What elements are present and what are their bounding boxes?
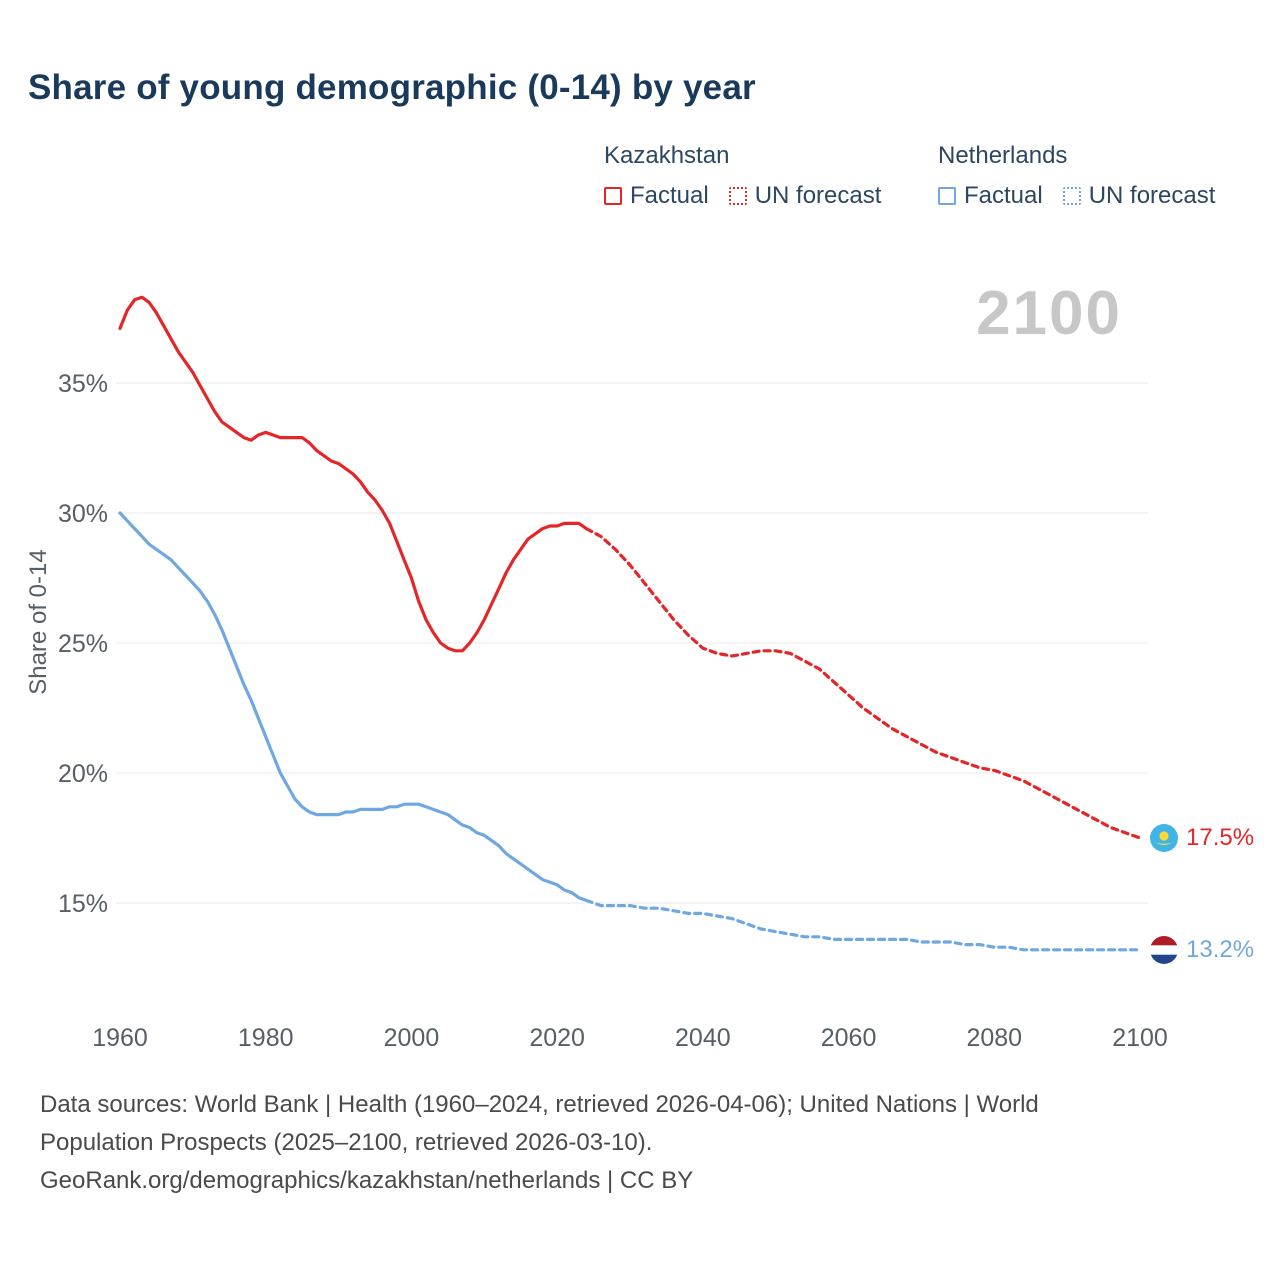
- x-tick-label: 2000: [384, 1024, 440, 1052]
- kazakhstan-factual-swatch-icon: [604, 187, 622, 205]
- legend-items-kazakhstan: Factual UN forecast: [604, 182, 901, 210]
- legend-kazakhstan-forecast-label: UN forecast: [754, 182, 882, 209]
- y-axis-title: Share of 0-14: [25, 549, 52, 694]
- kazakhstan-end-label: 17.5%: [1150, 824, 1254, 852]
- footer-data-sources-line2: Population Prospects (2025–2100, retriev…: [40, 1129, 653, 1156]
- x-tick-label: 2060: [821, 1024, 877, 1052]
- footer: Data sources: World Bank | Health (1960–…: [40, 1086, 1220, 1200]
- x-tick-label: 2080: [966, 1024, 1022, 1052]
- y-tick-label: 30%: [58, 500, 108, 528]
- kazakhstan-end-value: 17.5%: [1186, 824, 1255, 851]
- footer-attribution: GeoRank.org/demographics/kazakhstan/neth…: [40, 1167, 694, 1194]
- legend-country-label-kazakhstan: Kazakhstan: [604, 142, 730, 169]
- netherlands-flag-icon: [1150, 936, 1178, 964]
- legend: Kazakhstan Factual UN forecast Netherlan…: [0, 142, 1280, 222]
- footer-data-sources-line1: Data sources: World Bank | Health (1960–…: [40, 1091, 1039, 1118]
- legend-country-label-netherlands: Netherlands: [938, 142, 1068, 169]
- netherlands-un-forecast-line: [584, 898, 1142, 952]
- netherlands-factual-swatch-icon: [938, 187, 956, 205]
- netherlands-factual-line: [118, 511, 588, 902]
- y-tick-label: 25%: [58, 630, 108, 658]
- x-tick-label: 2020: [529, 1024, 585, 1052]
- netherlands-forecast-swatch-icon: [1062, 187, 1081, 205]
- y-tick-label: 35%: [58, 370, 108, 398]
- x-tick-label: 2100: [1112, 1024, 1168, 1052]
- netherlands-end-label: 13.2%: [1150, 936, 1254, 964]
- legend-items-netherlands: Factual UN forecast: [938, 182, 1235, 210]
- legend-group-netherlands: Netherlands Factual UN forecast: [938, 142, 1235, 210]
- legend-netherlands-factual-label: Factual: [964, 182, 1043, 209]
- legend-group-kazakhstan: Kazakhstan Factual UN forecast: [604, 142, 901, 210]
- legend-kazakhstan-factual-label: Factual: [630, 182, 709, 209]
- x-tick-label: 1980: [238, 1024, 294, 1052]
- page-title: Share of young demographic (0-14) by yea…: [28, 68, 756, 107]
- kazakhstan-factual-line: [118, 295, 588, 653]
- kazakhstan-flag-icon: [1150, 824, 1178, 852]
- netherlands-end-value: 13.2%: [1186, 936, 1255, 963]
- watermark-year: 2100: [976, 279, 1122, 348]
- x-tick-label: 1960: [92, 1024, 148, 1052]
- y-tick-label: 15%: [58, 890, 108, 918]
- x-tick-label: 2040: [675, 1024, 731, 1052]
- y-tick-label: 20%: [58, 760, 108, 788]
- kazakhstan-un-forecast-line: [584, 527, 1142, 840]
- kazakhstan-forecast-swatch-icon: [728, 187, 747, 205]
- legend-netherlands-forecast-label: UN forecast: [1088, 182, 1216, 209]
